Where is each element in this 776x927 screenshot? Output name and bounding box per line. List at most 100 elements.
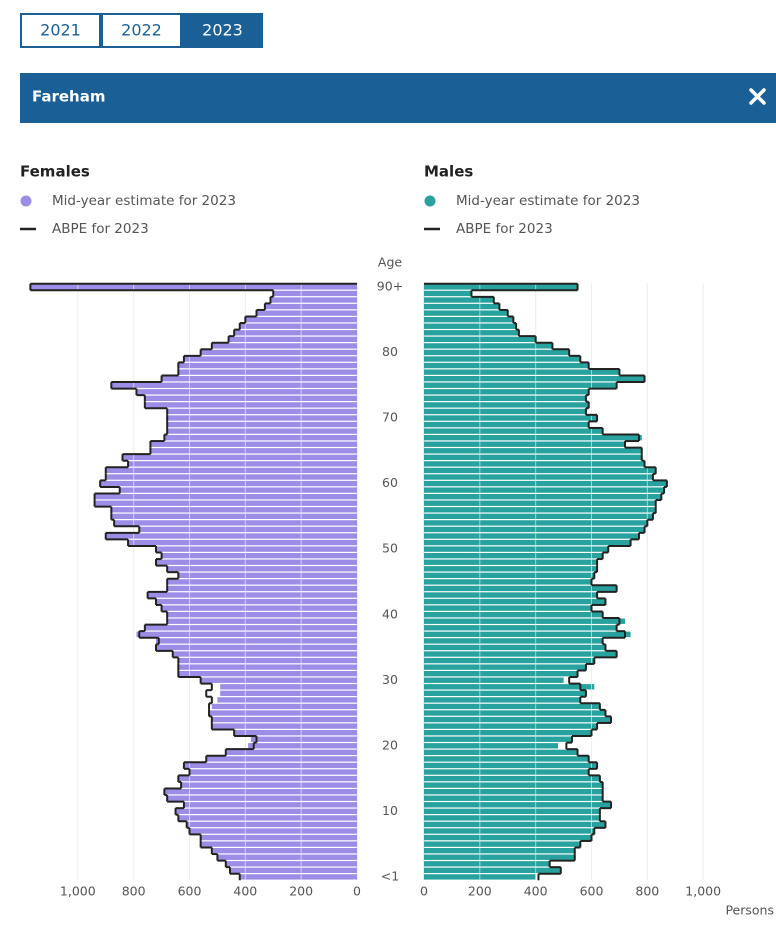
bar [167, 566, 357, 572]
bar [234, 330, 357, 336]
tab-label: 2021 [40, 21, 81, 40]
age-label: 80 [382, 344, 398, 359]
bar [211, 716, 357, 723]
bar [424, 671, 578, 677]
bar [186, 821, 357, 828]
bar [424, 802, 612, 808]
bar [424, 867, 561, 874]
bar [424, 723, 598, 729]
bar [424, 546, 609, 552]
bar [424, 579, 592, 585]
bar [424, 808, 600, 815]
age-label: <1 [381, 869, 399, 884]
bar [211, 723, 357, 729]
bar [229, 867, 357, 874]
bar [220, 684, 357, 690]
year-tab[interactable]: 2021 [20, 13, 101, 48]
bar [424, 638, 603, 644]
bar [424, 389, 589, 395]
tab-label: 2023 [202, 21, 243, 40]
bar [424, 854, 575, 860]
bar [424, 480, 667, 487]
bar [189, 828, 357, 834]
bar [217, 697, 357, 703]
bar [167, 415, 357, 421]
bar [424, 730, 592, 736]
bar [164, 435, 357, 441]
close-button[interactable] [749, 88, 766, 105]
bar [105, 474, 357, 480]
bar [424, 631, 631, 638]
bar [424, 592, 598, 598]
bar [424, 500, 656, 506]
bar [156, 546, 357, 552]
bar [167, 612, 357, 618]
age-label: 90+ [377, 279, 403, 294]
bar [167, 428, 357, 434]
age-label: 10 [382, 803, 398, 818]
bar [234, 730, 357, 736]
bar [424, 566, 598, 572]
bar [250, 736, 357, 742]
bar [161, 376, 357, 382]
bar [424, 651, 617, 657]
bar [144, 625, 357, 631]
bar [424, 690, 586, 697]
bar [144, 402, 357, 408]
bar [128, 539, 357, 546]
year-tab[interactable]: 2023 [182, 13, 263, 48]
bar [178, 671, 357, 677]
bar [424, 605, 592, 611]
bar [164, 789, 357, 795]
bar [424, 507, 656, 513]
bar [161, 605, 357, 611]
x-tick-label: 800 [122, 884, 146, 899]
legend-label: ABPE for 2023 [52, 221, 149, 237]
bar [30, 284, 357, 290]
bar [424, 677, 564, 683]
bar [217, 854, 357, 860]
bar [167, 421, 357, 428]
bar [239, 874, 357, 880]
x-tick-label: 0 [420, 884, 428, 899]
bar [424, 408, 586, 415]
legend-label: Mid-year estimate for 2023 [456, 193, 640, 209]
bar [256, 310, 357, 316]
bar [114, 520, 357, 526]
bar [424, 821, 606, 828]
bar [424, 369, 620, 375]
x-axis-title: Persons [725, 903, 774, 918]
bar [424, 533, 639, 539]
legend-marker [424, 195, 436, 207]
bar [424, 736, 572, 742]
bar [424, 644, 606, 651]
x-tick-label: 600 [178, 884, 202, 899]
bar [424, 612, 603, 618]
bar [209, 710, 357, 716]
header-title: Fareham [32, 88, 106, 106]
bar [424, 310, 508, 316]
bar [424, 290, 472, 297]
bar [150, 441, 357, 447]
year-tab[interactable]: 2022 [101, 13, 182, 48]
bar [424, 743, 558, 749]
bar [228, 336, 357, 343]
bar [424, 625, 617, 631]
bar [424, 362, 589, 369]
bar [424, 303, 500, 310]
bar [424, 559, 598, 565]
age-label: 50 [382, 541, 398, 556]
age-label: 20 [382, 737, 398, 752]
legend-label: ABPE for 2023 [456, 221, 553, 237]
bar [136, 631, 357, 638]
bar [211, 343, 357, 349]
x-tick-label: 0 [353, 884, 361, 899]
legend-label: Mid-year estimate for 2023 [52, 193, 236, 209]
bar [424, 284, 578, 290]
panel-title: Females [20, 163, 90, 181]
bar [167, 408, 357, 415]
bar [167, 795, 357, 801]
x-tick-label: 200 [289, 884, 313, 899]
bar [424, 297, 494, 303]
